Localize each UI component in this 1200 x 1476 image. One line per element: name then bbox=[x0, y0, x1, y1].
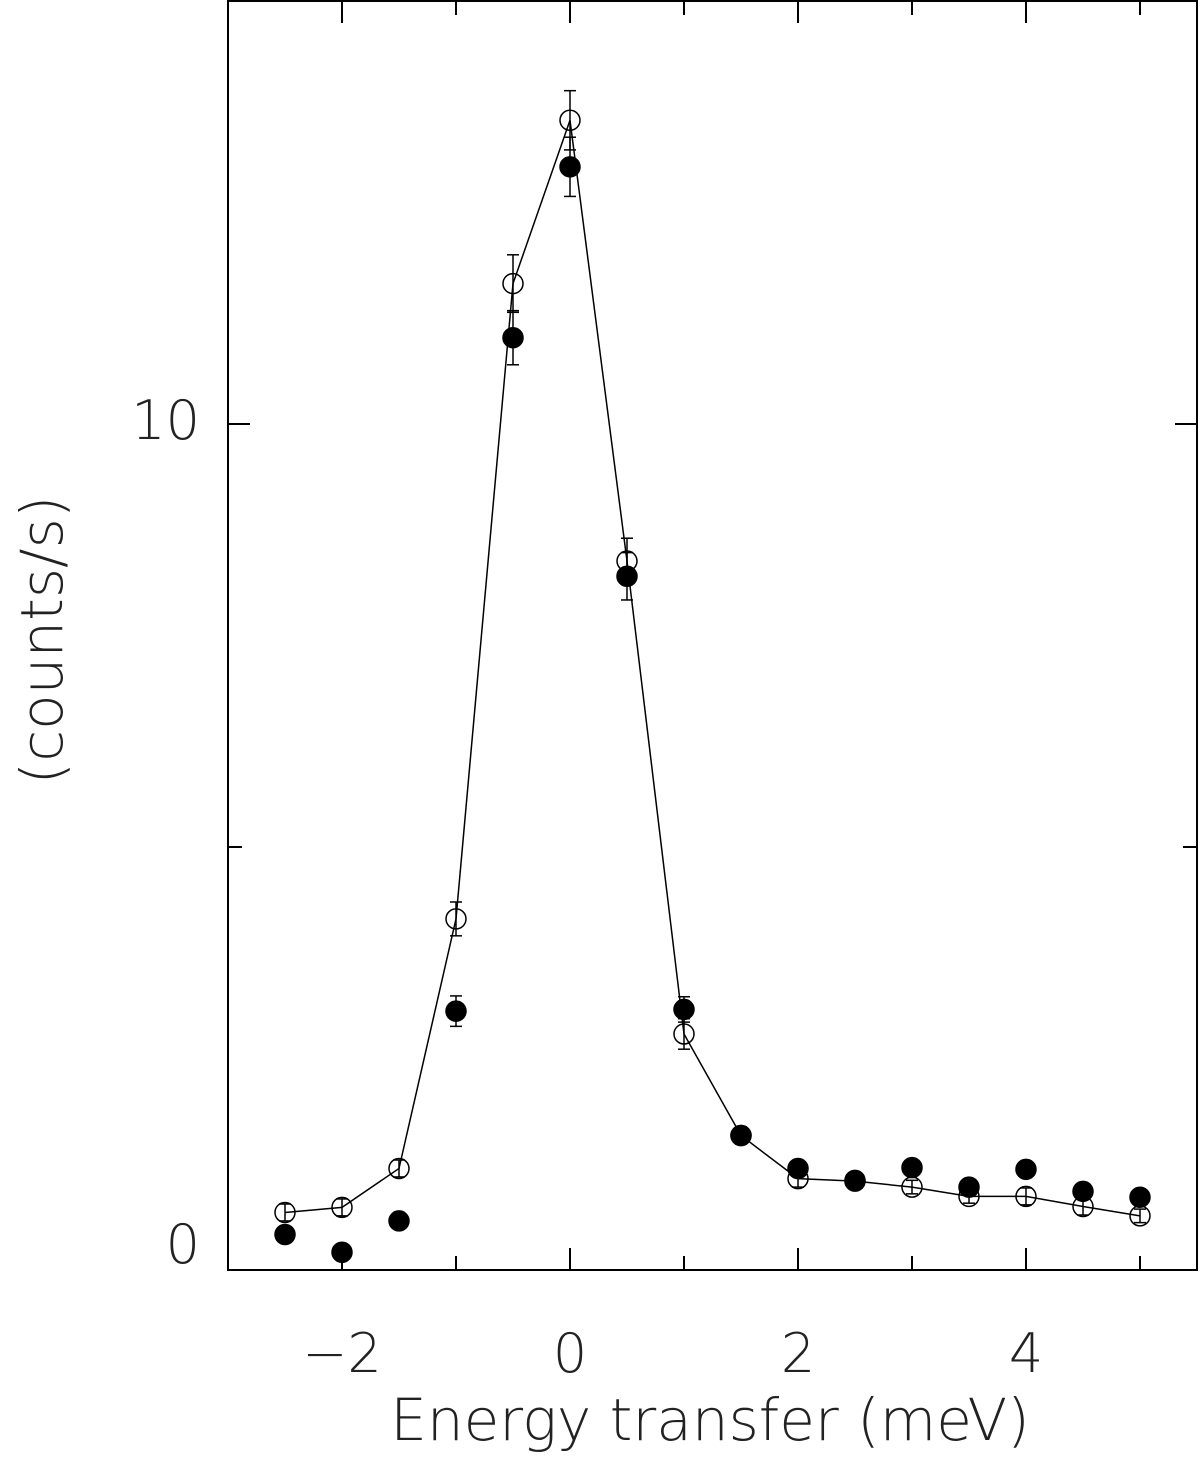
plot-frame bbox=[227, 0, 1198, 1271]
x-axis-label: Energy transfer (meV) bbox=[390, 1386, 1030, 1454]
data-point bbox=[445, 908, 467, 930]
data-point bbox=[673, 1023, 695, 1045]
y-tick-label: 0 bbox=[166, 1213, 200, 1276]
data-point bbox=[502, 272, 524, 295]
series-line bbox=[284, 120, 1141, 1217]
data-point bbox=[844, 1169, 866, 1192]
data-point bbox=[331, 1241, 353, 1263]
data-point bbox=[1072, 1180, 1094, 1203]
data-point bbox=[901, 1156, 923, 1179]
data-point bbox=[559, 156, 581, 178]
data-point bbox=[388, 1210, 410, 1232]
error-bar bbox=[906, 1179, 918, 1195]
x-tick-label: 2 bbox=[781, 1322, 815, 1385]
data-point bbox=[559, 109, 581, 132]
data-point bbox=[388, 1157, 410, 1180]
y-tick-label: 10 bbox=[131, 389, 200, 452]
data-point bbox=[787, 1157, 809, 1180]
x-tick-label: 4 bbox=[1009, 1322, 1043, 1385]
data-point bbox=[1015, 1185, 1037, 1208]
data-point bbox=[730, 1124, 752, 1147]
data-point bbox=[274, 1223, 296, 1246]
data-point bbox=[1015, 1158, 1037, 1181]
data-point bbox=[331, 1196, 353, 1219]
data-point bbox=[445, 1000, 467, 1022]
y-axis-label: (counts/s) bbox=[8, 496, 76, 785]
data-point bbox=[1129, 1186, 1151, 1208]
x-tick-label: −2 bbox=[302, 1322, 382, 1385]
x-tick-label: 0 bbox=[553, 1322, 587, 1385]
data-point bbox=[502, 326, 524, 349]
data-point bbox=[616, 565, 638, 588]
error-bar bbox=[450, 901, 462, 937]
error-bar bbox=[393, 1159, 405, 1178]
data-point bbox=[958, 1176, 980, 1198]
error-bar bbox=[507, 254, 519, 314]
data-point bbox=[274, 1201, 296, 1224]
error-bar bbox=[1134, 1208, 1146, 1224]
data-point bbox=[673, 998, 695, 1021]
